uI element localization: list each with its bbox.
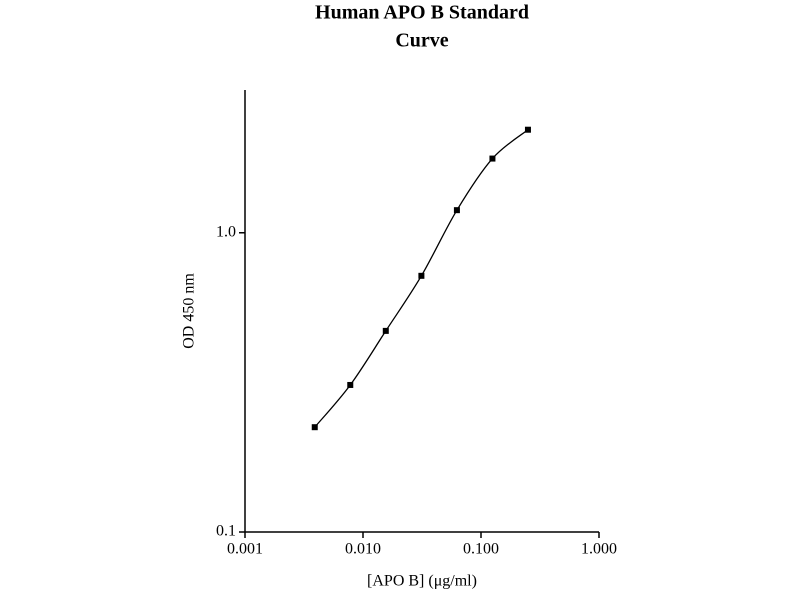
data-point (489, 155, 496, 162)
y-axis-label: OD 450 nm (181, 273, 198, 349)
data-point (418, 272, 425, 279)
x-tick-label: 0.010 (345, 541, 381, 558)
x-tick-label: 0.100 (463, 541, 499, 558)
data-point (311, 424, 318, 431)
data-point (382, 327, 389, 334)
data-point (453, 207, 460, 214)
y-tick-label: 1.0 (216, 223, 236, 240)
x-tick-label: 1.000 (581, 541, 617, 558)
x-tick-label: 0.001 (227, 541, 263, 558)
x-axis-label: [APO B] (μg/ml) (367, 573, 477, 590)
chart-title: Curve (395, 30, 448, 52)
data-point (347, 381, 354, 388)
y-tick-label: 0.1 (216, 523, 236, 540)
chart-title: Human APO B Standard (315, 2, 529, 24)
data-point (524, 126, 531, 133)
